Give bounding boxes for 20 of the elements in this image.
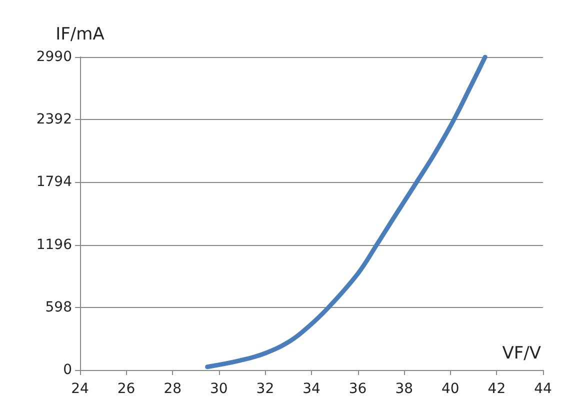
y-tick-label: 1794 bbox=[36, 174, 72, 190]
y-tick-label: 2392 bbox=[36, 112, 72, 128]
x-tick-label: 24 bbox=[71, 381, 89, 397]
line-series bbox=[205, 54, 488, 370]
y-axis-title: IF/mA bbox=[56, 24, 105, 44]
x-tick-label: 44 bbox=[534, 381, 552, 397]
x-tick-label: 36 bbox=[348, 381, 367, 397]
x-tick-label: 38 bbox=[395, 381, 414, 397]
x-tick-label: 30 bbox=[210, 381, 228, 397]
x-tick-label: 28 bbox=[164, 381, 182, 397]
y-tick-label: 0 bbox=[63, 362, 72, 378]
y-tick-label: 598 bbox=[45, 299, 72, 316]
x-tick-label: 26 bbox=[117, 381, 136, 397]
x-tick-label: 42 bbox=[488, 381, 506, 397]
x-tick-label: 40 bbox=[441, 381, 460, 397]
x-axis-title: VF/V bbox=[502, 344, 542, 364]
y-tick-label: 2990 bbox=[36, 49, 72, 65]
x-tick-label: 32 bbox=[256, 381, 274, 397]
x-tick-label: 34 bbox=[302, 381, 320, 397]
y-tick-label: 1196 bbox=[36, 236, 72, 253]
